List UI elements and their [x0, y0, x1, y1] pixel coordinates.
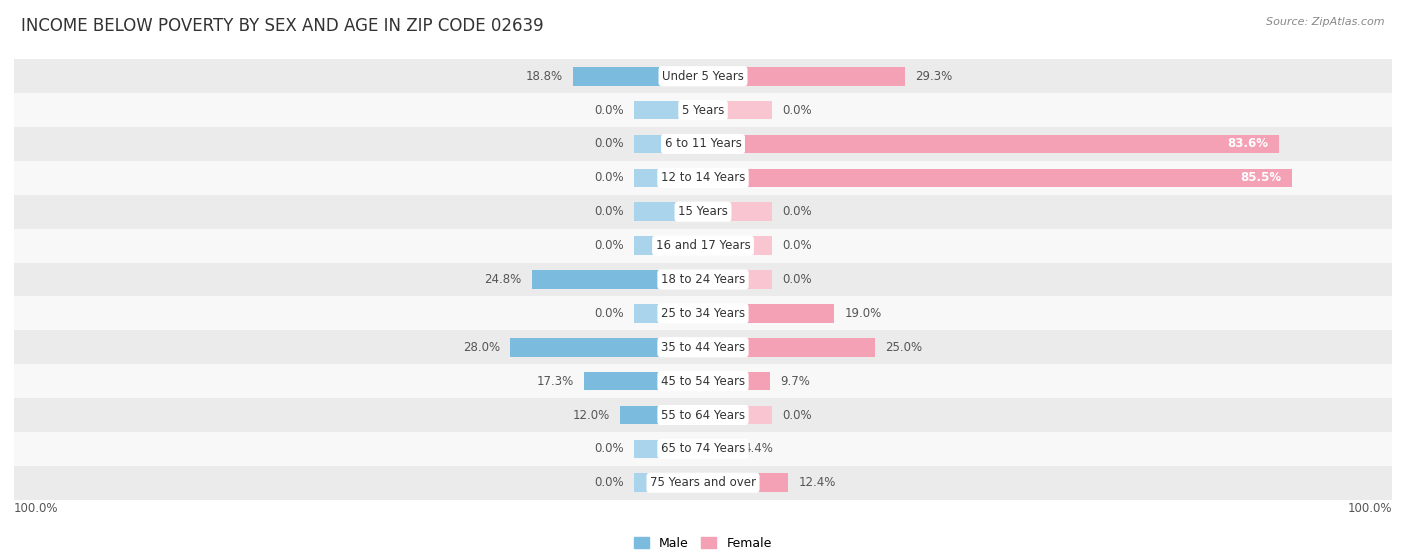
Text: 83.6%: 83.6% [1227, 138, 1268, 150]
Bar [634, 473, 703, 492]
Text: 0.0%: 0.0% [595, 239, 624, 252]
Text: 25 to 34 Years: 25 to 34 Years [661, 307, 745, 320]
Bar [634, 135, 703, 153]
Bar [531, 270, 703, 289]
Bar [510, 338, 703, 357]
Text: 15 Years: 15 Years [678, 205, 728, 218]
Text: 45 to 54 Years: 45 to 54 Years [661, 375, 745, 387]
Text: 0.0%: 0.0% [595, 205, 624, 218]
Bar [703, 135, 1279, 153]
Text: 6 to 11 Years: 6 to 11 Years [665, 138, 741, 150]
Bar [583, 372, 703, 390]
Bar [703, 67, 905, 86]
Bar [703, 304, 834, 323]
Bar [634, 304, 703, 323]
Text: 19.0%: 19.0% [844, 307, 882, 320]
Text: INCOME BELOW POVERTY BY SEX AND AGE IN ZIP CODE 02639: INCOME BELOW POVERTY BY SEX AND AGE IN Z… [21, 17, 544, 35]
Text: 5 Years: 5 Years [682, 103, 724, 117]
Bar [703, 236, 772, 255]
Legend: Male, Female: Male, Female [630, 532, 776, 555]
Text: Under 5 Years: Under 5 Years [662, 70, 744, 83]
Text: 12.4%: 12.4% [799, 476, 837, 489]
Text: 25.0%: 25.0% [886, 341, 922, 354]
Bar [703, 169, 1292, 187]
Bar [703, 101, 772, 120]
Bar [634, 101, 703, 120]
Bar [14, 296, 1392, 330]
Text: 0.0%: 0.0% [595, 138, 624, 150]
Bar [14, 263, 1392, 296]
Bar [14, 466, 1392, 500]
Bar [703, 338, 875, 357]
Text: 100.0%: 100.0% [1347, 503, 1392, 515]
Text: 0.0%: 0.0% [782, 103, 811, 117]
Text: Source: ZipAtlas.com: Source: ZipAtlas.com [1267, 17, 1385, 27]
Bar [620, 406, 703, 424]
Text: 55 to 64 Years: 55 to 64 Years [661, 409, 745, 421]
Text: 65 to 74 Years: 65 to 74 Years [661, 442, 745, 456]
Bar [634, 169, 703, 187]
Text: 18 to 24 Years: 18 to 24 Years [661, 273, 745, 286]
Text: 16 and 17 Years: 16 and 17 Years [655, 239, 751, 252]
Bar [14, 398, 1392, 432]
Bar [703, 202, 772, 221]
Bar [634, 202, 703, 221]
Bar [703, 473, 789, 492]
Bar [703, 406, 772, 424]
Bar [14, 229, 1392, 263]
Bar [14, 127, 1392, 161]
Text: 0.0%: 0.0% [595, 442, 624, 456]
Text: 9.7%: 9.7% [780, 375, 810, 387]
Text: 0.0%: 0.0% [782, 409, 811, 421]
Bar [574, 67, 703, 86]
Text: 17.3%: 17.3% [536, 375, 574, 387]
Text: 0.0%: 0.0% [782, 239, 811, 252]
Text: 0.0%: 0.0% [595, 307, 624, 320]
Text: 35 to 44 Years: 35 to 44 Years [661, 341, 745, 354]
Bar [703, 372, 770, 390]
Bar [14, 161, 1392, 195]
Text: 12.0%: 12.0% [572, 409, 610, 421]
Text: 100.0%: 100.0% [14, 503, 59, 515]
Bar [14, 432, 1392, 466]
Text: 0.0%: 0.0% [595, 103, 624, 117]
Text: 28.0%: 28.0% [463, 341, 499, 354]
Bar [14, 59, 1392, 93]
Text: 29.3%: 29.3% [915, 70, 952, 83]
Text: 12 to 14 Years: 12 to 14 Years [661, 172, 745, 184]
Text: 24.8%: 24.8% [485, 273, 522, 286]
Bar [14, 364, 1392, 398]
Text: 4.4%: 4.4% [744, 442, 773, 456]
Bar [634, 439, 703, 458]
Bar [14, 93, 1392, 127]
Text: 0.0%: 0.0% [595, 476, 624, 489]
Text: 85.5%: 85.5% [1240, 172, 1282, 184]
Bar [703, 439, 734, 458]
Text: 75 Years and over: 75 Years and over [650, 476, 756, 489]
Bar [14, 330, 1392, 364]
Bar [634, 236, 703, 255]
Text: 0.0%: 0.0% [782, 273, 811, 286]
Text: 0.0%: 0.0% [595, 172, 624, 184]
Bar [14, 195, 1392, 229]
Bar [703, 270, 772, 289]
Text: 0.0%: 0.0% [782, 205, 811, 218]
Text: 18.8%: 18.8% [526, 70, 564, 83]
